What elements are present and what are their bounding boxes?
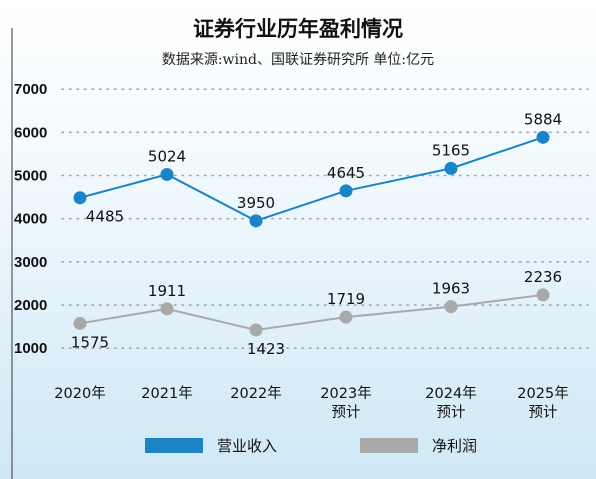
data-label: 1911 [148, 282, 186, 300]
data-point [249, 214, 263, 228]
x-tick-label: 预计 [437, 404, 466, 421]
data-point [536, 288, 550, 302]
legend: 营业收入 净利润 [145, 437, 477, 455]
legend-swatch [145, 438, 203, 453]
legend-swatch [360, 438, 418, 453]
y-axis-ticks: 1000 2000 3000 4000 5000 6000 7000 [14, 81, 47, 357]
data-label: 5165 [432, 141, 470, 159]
data-label: 1423 [247, 340, 285, 358]
data-label: 4485 [86, 208, 124, 226]
x-tick-label: 预计 [529, 404, 558, 421]
data-point [444, 300, 458, 314]
y-tick-label: 6000 [14, 124, 47, 141]
y-tick-label: 5000 [14, 168, 47, 185]
data-label: 1963 [432, 280, 470, 298]
series-points [73, 130, 550, 337]
x-tick-label: 2023年 [320, 385, 371, 402]
y-tick-label: 2000 [14, 297, 47, 314]
data-point [160, 167, 174, 181]
legend-label: 净利润 [432, 437, 477, 455]
data-point [73, 316, 87, 330]
y-tick-label: 3000 [14, 254, 47, 271]
data-point [73, 191, 87, 205]
data-labels: 4485 5024 3950 4645 5165 5884 1575 1911 1423 1719… [71, 110, 562, 358]
data-label: 1719 [327, 290, 365, 308]
data-label: 5884 [524, 110, 562, 128]
legend-label: 营业收入 [217, 437, 277, 455]
x-tick-label: 2024年 [425, 385, 476, 402]
series-line [79, 293, 544, 331]
data-point [160, 302, 174, 316]
x-tick-label: 2025年 [517, 385, 568, 402]
data-label: 5024 [148, 147, 186, 165]
data-label: 4645 [327, 164, 365, 182]
data-point [339, 310, 353, 324]
chart-subtitle: 数据来源:wind、国联证券研究所 单位:亿元 [162, 52, 434, 68]
x-tick-label: 2020年 [54, 385, 105, 402]
data-label: 1575 [71, 333, 109, 351]
y-tick-label: 1000 [14, 340, 47, 357]
data-label: 3950 [237, 194, 275, 212]
data-point [339, 184, 353, 198]
chart-title: 证券行业历年盈利情况 [193, 16, 403, 41]
grid-lines [61, 88, 589, 350]
series-line [79, 136, 544, 222]
series-lines [79, 136, 544, 331]
data-label: 2236 [524, 268, 562, 286]
data-point [249, 323, 263, 337]
x-tick-label: 2021年 [141, 385, 192, 402]
x-tick-label: 预计 [332, 404, 361, 421]
y-tick-label: 7000 [14, 81, 47, 98]
data-point [444, 161, 458, 175]
x-tick-label: 2022年 [230, 385, 281, 402]
y-tick-label: 4000 [14, 211, 47, 228]
data-point [536, 130, 550, 144]
